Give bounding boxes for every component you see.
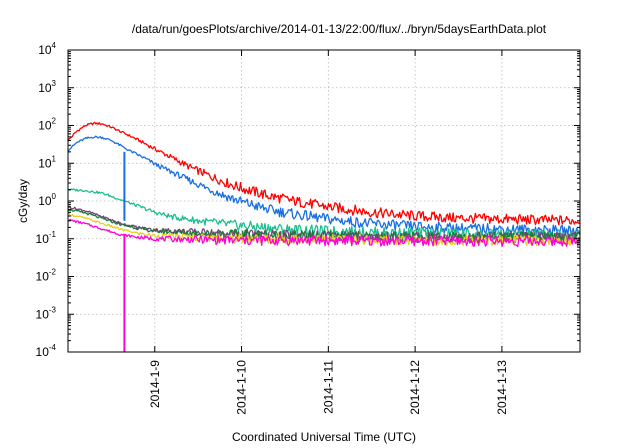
series-line-5	[68, 208, 581, 244]
y-tick-label-exponent: 2	[52, 117, 57, 126]
y-tick-label-exponent: -1	[49, 230, 57, 239]
y-axis-label: cGy/day	[16, 179, 30, 223]
x-tick-label: 2014-1-11	[321, 360, 335, 414]
x-tick-label: 2014-1-13	[495, 360, 509, 415]
chart-title: /data/run/goesPlots/archive/2014-01-13/2…	[132, 22, 547, 36]
x-tick-label: 2014-1-9	[148, 360, 162, 408]
y-tick-label-base: 10	[38, 119, 52, 133]
axis-ticks	[68, 49, 580, 353]
y-tick-label-exponent: 1	[52, 154, 57, 163]
y-tick-label-base: 10	[38, 43, 52, 57]
y-tick-label-base: 10	[36, 345, 50, 359]
y-tick-label-base: 10	[38, 194, 52, 208]
y-tick-label-exponent: 3	[52, 79, 57, 88]
y-tick-label: 100	[38, 192, 56, 208]
y-tick-label-exponent: -3	[49, 305, 57, 314]
y-tick-label: 104	[38, 41, 56, 57]
x-tick-label: 2014-1-12	[408, 360, 422, 415]
y-tick-label: 10-4	[36, 343, 57, 359]
plot-area	[67, 121, 581, 352]
y-tick-label-base: 10	[38, 81, 52, 95]
y-tick-label-exponent: 0	[52, 192, 57, 201]
y-tick-label-base: 10	[36, 270, 50, 284]
x-tick-label: 2014-1-10	[235, 360, 249, 415]
y-tick-label-exponent: 4	[52, 41, 57, 50]
y-tick-label-exponent: -4	[49, 343, 57, 352]
y-tick-label: 10-3	[36, 305, 57, 321]
y-tick-label-base: 10	[36, 232, 50, 246]
y-tick-label: 10-2	[36, 268, 57, 284]
y-tick-label-base: 10	[36, 307, 50, 321]
y-tick-label: 10-1	[36, 230, 57, 246]
series-line-2	[67, 135, 581, 237]
y-tick-label-exponent: -2	[49, 268, 57, 277]
x-axis-label: Coordinated Universal Time (UTC)	[232, 430, 416, 444]
grid	[68, 50, 580, 352]
y-tick-label: 103	[38, 79, 56, 95]
y-tick-label-base: 10	[38, 156, 52, 170]
series-line-7	[67, 218, 581, 248]
y-tick-label: 101	[38, 154, 56, 170]
y-tick-label: 102	[38, 117, 56, 133]
x-axis-tick-labels: 2014-1-9 2014-1-10 2014-1-11 2014-1-12 2014-…	[148, 360, 509, 415]
series-line-1	[67, 121, 581, 226]
